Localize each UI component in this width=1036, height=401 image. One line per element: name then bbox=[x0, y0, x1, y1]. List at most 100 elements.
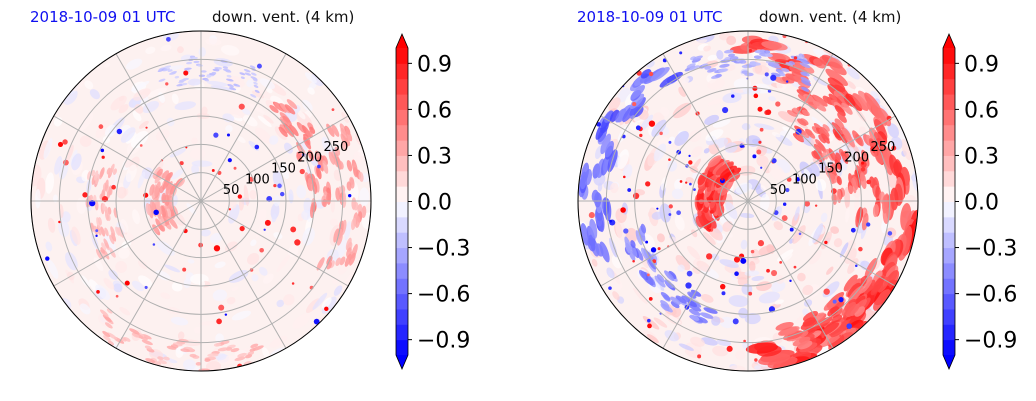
field-band-cell bbox=[847, 285, 864, 304]
field-band-cell bbox=[656, 274, 665, 283]
field-speckle bbox=[748, 291, 753, 296]
field-speck bbox=[89, 89, 100, 100]
field-speckle bbox=[264, 219, 271, 226]
field-speck bbox=[606, 267, 615, 279]
field-speck bbox=[79, 303, 91, 315]
field-speck bbox=[71, 153, 82, 171]
field-speckle bbox=[280, 191, 285, 197]
colorbar-tick-label: −0.3 bbox=[964, 237, 1017, 262]
field-speck bbox=[296, 184, 307, 199]
field-band-cell bbox=[821, 133, 830, 144]
colorbar-tick-label: 0.0 bbox=[964, 191, 999, 216]
field-speck bbox=[292, 313, 311, 329]
field-speck bbox=[330, 218, 339, 226]
field-speckle bbox=[679, 180, 683, 183]
field-speckle bbox=[609, 219, 612, 223]
colorbar-level bbox=[396, 324, 408, 341]
field-band-cell bbox=[282, 115, 292, 126]
field-speckle bbox=[213, 132, 219, 138]
field-band-cell bbox=[828, 61, 847, 76]
field-band-cell bbox=[289, 124, 299, 137]
field-band-cell bbox=[591, 189, 599, 203]
field-band-cell bbox=[195, 362, 202, 366]
field-speck bbox=[766, 244, 775, 254]
field-speck bbox=[756, 155, 769, 167]
chart-title-time: 2018-10-09 01 UTC bbox=[30, 8, 176, 26]
field-band-cell bbox=[230, 348, 240, 353]
field-band-cell bbox=[162, 68, 171, 72]
field-speckle bbox=[697, 354, 702, 359]
field-speckle bbox=[648, 296, 653, 301]
field-speck bbox=[103, 277, 115, 290]
field-band-cell bbox=[167, 69, 173, 72]
field-speckle bbox=[860, 167, 866, 172]
field-speck bbox=[622, 164, 633, 179]
field-speckle bbox=[291, 282, 295, 285]
field-band-cell bbox=[286, 99, 298, 110]
field-speckle bbox=[722, 106, 729, 114]
field-speck bbox=[169, 148, 187, 158]
field-speckle bbox=[145, 126, 148, 129]
field-speck bbox=[72, 79, 85, 92]
field-speck bbox=[170, 316, 189, 326]
field-speck bbox=[301, 209, 311, 221]
field-speckle bbox=[726, 345, 733, 352]
colorbar-level bbox=[943, 94, 955, 110]
field-speck bbox=[887, 123, 900, 138]
field-speck bbox=[133, 88, 151, 101]
field-band-cell bbox=[100, 247, 105, 254]
field-band-cell bbox=[817, 151, 825, 161]
field-band-cell bbox=[355, 215, 361, 229]
field-speck bbox=[847, 258, 859, 274]
field-speckle bbox=[239, 226, 245, 232]
field-speckle bbox=[754, 358, 758, 362]
field-band-cell bbox=[250, 343, 259, 349]
field-speck bbox=[608, 97, 621, 112]
field-speck bbox=[617, 149, 629, 170]
field-speck bbox=[118, 247, 130, 259]
field-band-cell bbox=[803, 311, 818, 322]
field-band-cell bbox=[308, 152, 315, 161]
field-band-cell bbox=[797, 80, 810, 89]
field-speck bbox=[257, 208, 267, 222]
field-speck bbox=[66, 144, 74, 162]
field-speck bbox=[901, 139, 912, 161]
field-band-cell bbox=[599, 241, 610, 263]
colorbar-level bbox=[943, 247, 955, 264]
field-speck bbox=[116, 186, 127, 199]
colorbar-level bbox=[396, 201, 408, 218]
colorbar-level bbox=[396, 293, 408, 310]
field-speckle bbox=[872, 150, 876, 153]
field-speckle bbox=[650, 247, 657, 253]
field-band-cell bbox=[237, 352, 247, 358]
field-speck bbox=[813, 76, 828, 86]
field-speckle bbox=[743, 339, 746, 343]
field-speck bbox=[132, 209, 141, 225]
field-speck bbox=[703, 45, 711, 52]
field-band-cell bbox=[753, 55, 762, 59]
field-speck bbox=[833, 238, 843, 248]
field-speck bbox=[177, 46, 184, 54]
field-speck bbox=[775, 134, 793, 146]
colorbar-level bbox=[943, 78, 955, 95]
field-band-cell bbox=[589, 218, 598, 239]
field-speckle bbox=[721, 291, 726, 296]
field-band-cell bbox=[689, 65, 700, 71]
field-band-cell bbox=[160, 205, 166, 218]
field-speckle bbox=[768, 306, 776, 313]
field-speck bbox=[191, 164, 200, 175]
field-band-cell bbox=[106, 308, 113, 314]
colorbar-level bbox=[396, 247, 408, 264]
field-band-cell bbox=[720, 177, 735, 196]
field-speckle bbox=[263, 228, 266, 231]
field-speckle bbox=[233, 166, 237, 170]
field-speck bbox=[258, 266, 268, 276]
field-speckle bbox=[821, 335, 825, 338]
field-band-cell bbox=[834, 118, 845, 130]
field-band-cell bbox=[167, 204, 175, 219]
field-band-cell bbox=[249, 65, 256, 69]
field-band-cell bbox=[604, 140, 614, 158]
field-band-cell bbox=[351, 218, 357, 231]
field-speckle bbox=[757, 240, 765, 247]
field-speckle bbox=[647, 323, 652, 329]
